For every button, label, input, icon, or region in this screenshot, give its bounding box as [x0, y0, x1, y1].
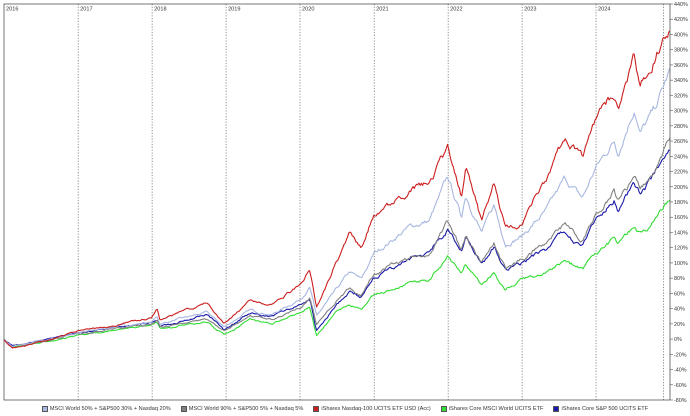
y-tick-label: 140%	[674, 230, 688, 236]
y-tick-label: 160%	[674, 215, 688, 221]
y-tick-label: 220%	[674, 170, 688, 176]
x-tick-label: 2017	[80, 7, 92, 13]
legend-label: iShares Nasdaq-100 UCITS ETF USD (Acc)	[321, 406, 431, 412]
legend-swatch-msci-world	[440, 406, 447, 412]
y-tick-label: -40%	[674, 368, 687, 374]
y-tick-label: -20%	[674, 352, 687, 358]
y-tick-label: 40%	[674, 307, 685, 313]
legend-label: MSCI World 90% + S&P500 5% + Nasdaq 5%	[188, 406, 304, 412]
y-tick-label: 240%	[674, 154, 688, 160]
legend-label: iShares Core S&P 500 UCITS ETF	[561, 406, 649, 412]
y-tick-label: 180%	[674, 200, 688, 206]
legend-label: iShares Core MSCI World UCITS ETF	[448, 406, 544, 412]
y-tick-label: -80%	[674, 398, 687, 404]
x-tick-label: 2020	[302, 7, 314, 13]
y-tick-label: 340%	[674, 78, 688, 84]
y-tick-label: 200%	[674, 185, 688, 191]
series-line	[3, 137, 671, 348]
chart-legend: MSCI World 50% + S&P500 30% + Nasdaq 20%…	[0, 403, 690, 415]
x-tick-label: 2016	[6, 7, 18, 13]
y-tick-label: 60%	[674, 291, 685, 297]
series-layer	[3, 30, 671, 349]
legend-item[interactable]: iShares Core MSCI World UCITS ETF	[440, 406, 544, 412]
x-tick-label: 2022	[450, 7, 462, 13]
y-tick-label: 360%	[674, 63, 688, 69]
x-tick-label: 2019	[228, 7, 240, 13]
year-grid-lines: 2016 2017 2018 2019 2020 2021 2022 2023 2024	[6, 4, 664, 400]
series-line	[3, 199, 671, 348]
x-tick-label: 2023	[524, 7, 536, 13]
legend-label: MSCI World 50% + S&P500 30% + Nasdaq 20%	[49, 406, 171, 412]
y-tick-label: 120%	[674, 246, 688, 252]
y-tick-label: 280%	[674, 124, 688, 130]
x-tick-label: 2024	[598, 7, 610, 13]
y-tick-label: 420%	[674, 17, 688, 23]
y-tick-label: 380%	[674, 48, 688, 54]
legend-swatch-msci-90-sp-5-nasdaq-5	[180, 406, 187, 412]
y-tick-label: -60%	[674, 383, 687, 389]
legend-swatch-msci-50-sp-30-nasdaq-20	[41, 406, 48, 412]
legend-item[interactable]: MSCI World 90% + S&P500 5% + Nasdaq 5%	[180, 406, 304, 412]
legend-item[interactable]: iShares Nasdaq-100 UCITS ETF USD (Acc)	[313, 406, 431, 412]
y-tick-label: 440%	[674, 2, 688, 8]
y-tick-label: 0%	[674, 337, 682, 343]
series-line	[3, 30, 671, 349]
legend-swatch-nasdaq-100	[313, 406, 320, 412]
y-tick-label: 320%	[674, 93, 688, 99]
legend-item[interactable]: iShares Core S&P 500 UCITS ETF	[553, 406, 648, 412]
y-tick-label: 300%	[674, 109, 688, 115]
y-tick-label: 400%	[674, 32, 688, 38]
y-tick-label: 260%	[674, 139, 688, 145]
legend-swatch-sp-500	[553, 406, 560, 412]
x-tick-label: 2018	[154, 7, 166, 13]
x-tick-label: 2021	[376, 7, 388, 13]
series-line	[3, 67, 671, 348]
y-tick-label: 20%	[674, 322, 685, 328]
y-tick-label: 80%	[674, 276, 685, 282]
y-tick-label: 100%	[674, 261, 688, 267]
legend-item[interactable]: MSCI World 50% + S&P500 30% + Nasdaq 20%	[41, 406, 171, 412]
y-axis: -80% -60% -40% -20% 0% 20% 40% 60% 80% 100% 120% 14…	[670, 2, 688, 404]
